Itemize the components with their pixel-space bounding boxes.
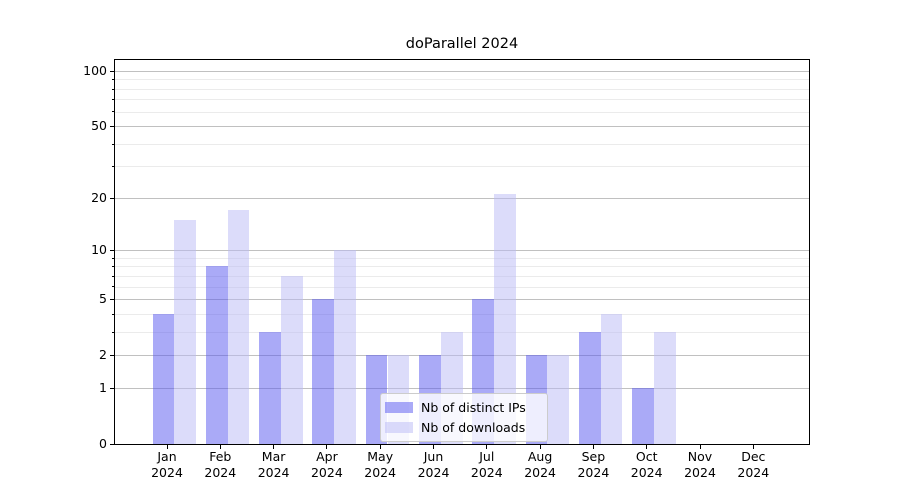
gridline-minor	[115, 266, 809, 268]
bar-distinct-ips	[632, 387, 654, 444]
y-minor-tick-mark	[111, 313, 114, 315]
legend-swatch-distinct-ips	[385, 402, 413, 413]
y-tick-label: 100	[83, 63, 107, 79]
chart-title: doParallel 2024	[405, 36, 519, 52]
x-tick-label: Apr 2024	[310, 449, 343, 480]
bar-distinct-ips	[205, 266, 228, 444]
y-tick-label: 10	[91, 242, 107, 258]
x-tick-label: Nov 2024	[684, 449, 716, 480]
gridline-minor	[115, 99, 809, 101]
y-tick-label: 0	[99, 436, 107, 452]
y-tick-label: 5	[99, 291, 107, 307]
x-tick-label: Jul 2024	[470, 449, 503, 480]
x-tick-label: May 2024	[364, 449, 397, 480]
x-tick-mark	[273, 444, 275, 449]
y-minor-tick-mark	[111, 111, 114, 113]
gridline-minor	[115, 275, 809, 277]
x-tick-label: Oct 2024	[630, 449, 663, 480]
x-tick-label: Sep 2024	[577, 449, 610, 480]
gridline-minor	[115, 257, 809, 259]
y-tick-label: 20	[91, 190, 107, 206]
gridline-minor	[115, 79, 809, 81]
y-tick-mark	[110, 354, 114, 356]
gridline-major	[115, 126, 809, 128]
x-tick-mark	[166, 444, 168, 449]
y-minor-tick-mark	[111, 257, 114, 259]
bar-downloads	[174, 219, 197, 444]
legend-entry-distinct-ips: Nb of distinct IPs	[385, 399, 541, 416]
bar-downloads	[654, 331, 676, 444]
x-tick-mark	[539, 444, 541, 449]
x-tick-mark	[752, 444, 754, 449]
y-tick-mark	[110, 443, 114, 445]
gridline-minor	[115, 286, 809, 288]
bar-downloads	[334, 250, 356, 444]
y-tick-label: 1	[99, 380, 107, 396]
x-tick-mark	[219, 444, 221, 449]
y-tick-label: 50	[91, 118, 107, 134]
gridline-minor	[115, 143, 809, 145]
y-tick-mark	[110, 298, 114, 300]
gridline-minor	[115, 111, 809, 113]
y-minor-tick-mark	[111, 88, 114, 90]
x-tick-mark	[699, 444, 701, 449]
x-tick-label: Mar 2024	[257, 449, 290, 480]
gridline-major	[115, 250, 809, 252]
gridline-minor	[115, 166, 809, 168]
gridline-major	[115, 197, 809, 199]
y-minor-tick-mark	[111, 266, 114, 268]
y-minor-tick-mark	[111, 143, 114, 145]
bar-distinct-ips	[312, 299, 335, 444]
x-tick-mark	[592, 444, 594, 449]
y-minor-tick-mark	[111, 331, 114, 333]
x-tick-label: Feb 2024	[204, 449, 237, 480]
y-minor-tick-mark	[111, 166, 114, 168]
x-tick-mark	[433, 444, 435, 449]
gridline-major	[115, 299, 809, 301]
y-tick-label: 2	[99, 347, 107, 363]
bar-distinct-ips	[259, 331, 281, 444]
bar-downloads	[280, 275, 303, 444]
legend-label-downloads: Nb of downloads	[421, 420, 526, 435]
gridline-minor	[115, 88, 809, 90]
x-tick-label: Jun 2024	[417, 449, 450, 480]
legend-swatch-downloads	[385, 422, 413, 433]
x-tick-label: Dec 2024	[737, 449, 770, 480]
bar-distinct-ips	[152, 313, 175, 444]
y-tick-mark	[110, 70, 114, 72]
bar-downloads	[494, 194, 516, 444]
y-minor-tick-mark	[111, 79, 114, 80]
x-tick-mark	[326, 444, 328, 449]
y-minor-tick-mark	[111, 286, 114, 288]
gridline-minor	[115, 313, 809, 315]
bar-downloads	[547, 355, 570, 444]
legend-label-distinct-ips: Nb of distinct IPs	[421, 400, 526, 415]
bar-downloads	[227, 210, 250, 444]
bar-downloads	[600, 313, 623, 444]
y-tick-mark	[110, 125, 114, 127]
x-tick-mark	[486, 444, 488, 449]
plot-area	[114, 59, 810, 445]
y-minor-tick-mark	[111, 275, 114, 277]
x-tick-label: Aug 2024	[524, 449, 556, 480]
y-minor-tick-mark	[111, 99, 114, 101]
bar-distinct-ips	[578, 331, 601, 444]
y-tick-mark	[110, 387, 114, 389]
y-tick-mark	[110, 197, 114, 199]
gridline-major	[115, 70, 809, 72]
x-tick-mark	[646, 444, 648, 449]
x-tick-mark	[379, 444, 381, 449]
y-tick-mark	[110, 249, 114, 251]
legend: Nb of distinct IPs Nb of downloads	[380, 393, 548, 442]
legend-entry-downloads: Nb of downloads	[385, 419, 541, 436]
x-tick-label: Jan 2024	[151, 449, 183, 480]
